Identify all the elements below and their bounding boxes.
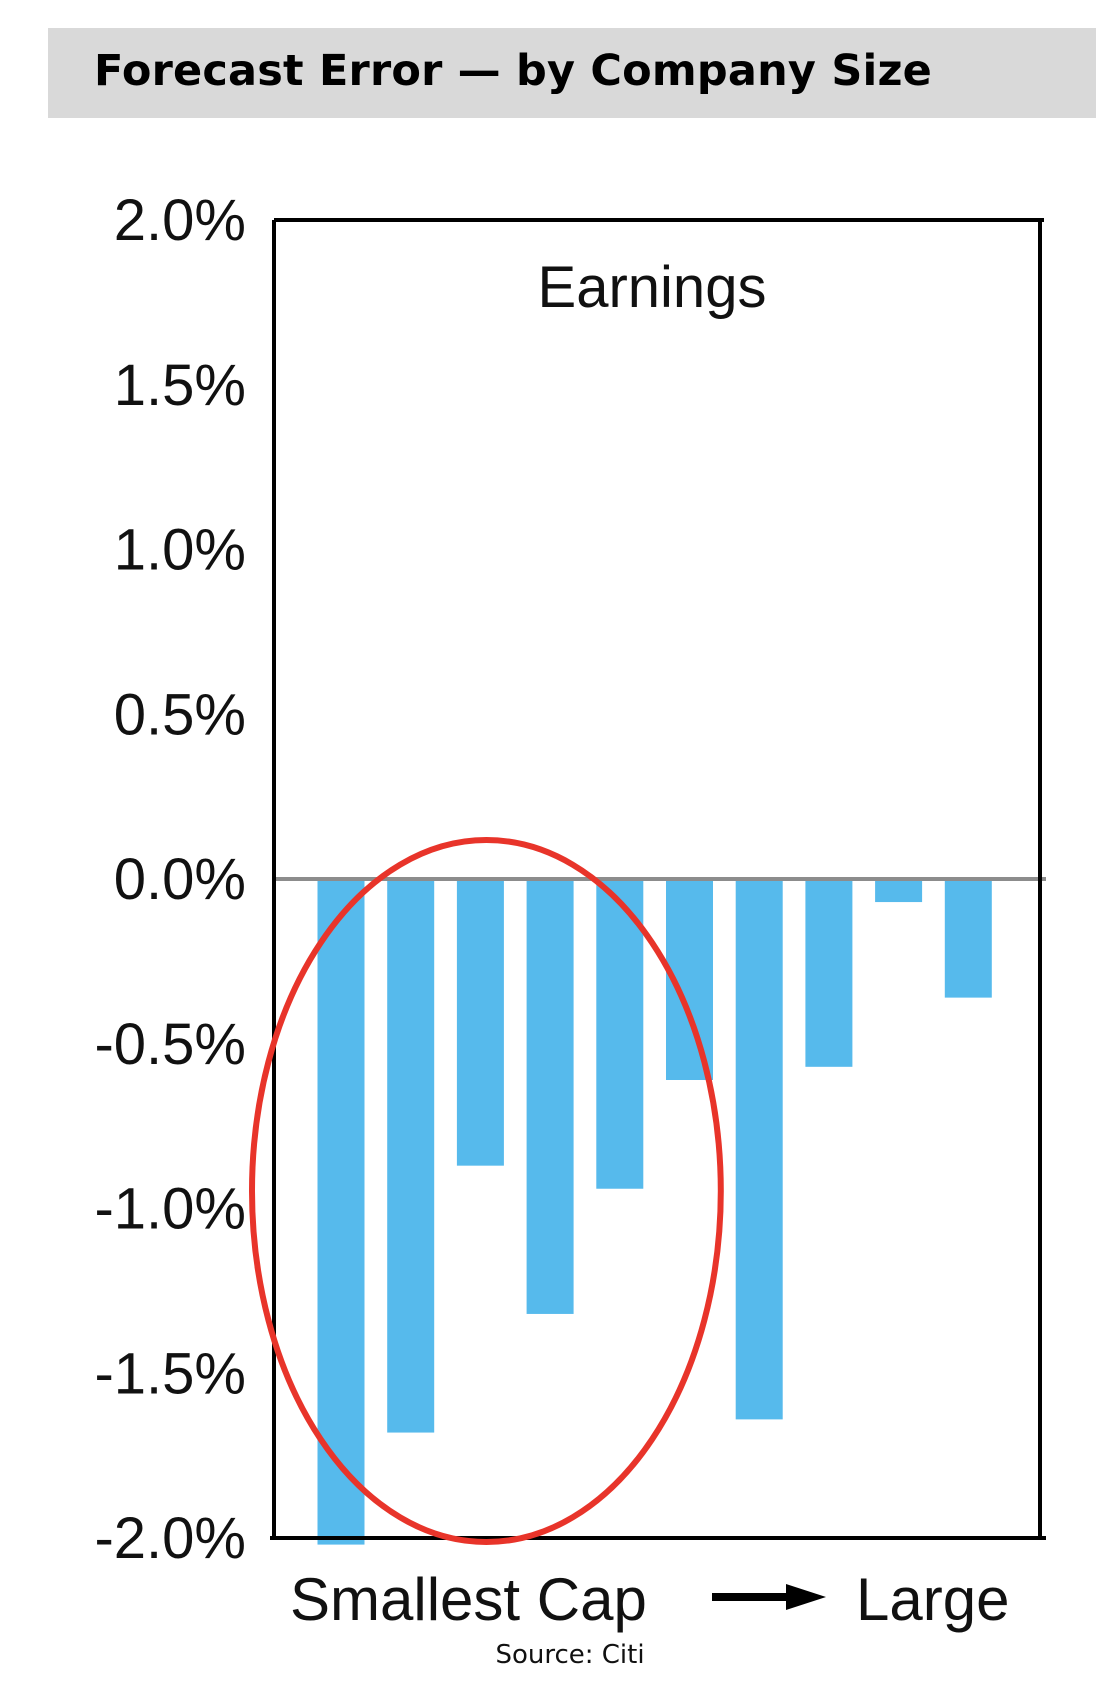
y-axis-ticks: 2.0% 1.5% 1.0% 0.5% 0.0% -0.5% -1.0% -1.5% -2.0% [94, 188, 246, 1571]
y-tick-label: 2.0% [114, 188, 246, 253]
bar [526, 879, 574, 1314]
bar [596, 879, 644, 1189]
y-tick-label: 0.5% [114, 682, 246, 747]
chart-title: Forecast Error — by Company Size [94, 46, 933, 96]
y-tick-label: 1.0% [114, 518, 246, 583]
bar [387, 879, 435, 1433]
bar [317, 879, 365, 1545]
bar [735, 879, 783, 1420]
y-tick-label: -1.5% [94, 1341, 246, 1406]
title-bar: Forecast Error — by Company Size [48, 28, 1096, 118]
bar [456, 879, 504, 1166]
y-tick-label: 1.5% [114, 353, 246, 418]
chart-frame [270, 218, 1046, 1540]
right-arrow-icon [712, 1584, 826, 1610]
y-tick-label: -1.0% [94, 1177, 246, 1242]
bar [805, 879, 853, 1067]
y-tick-label: 0.0% [114, 847, 246, 912]
y-tick-label: -2.0% [94, 1506, 246, 1571]
highlight-ellipse [249, 837, 724, 1545]
y-tick-label: -0.5% [94, 1012, 246, 1077]
panel-label: Earnings [538, 255, 767, 320]
source-note: Source: Citi [495, 1640, 645, 1670]
x-caption-large: Large [856, 1566, 1009, 1633]
bars [317, 879, 992, 1545]
bar [944, 879, 992, 998]
bar [875, 879, 923, 903]
x-caption-smallest: Smallest Cap [290, 1566, 647, 1633]
